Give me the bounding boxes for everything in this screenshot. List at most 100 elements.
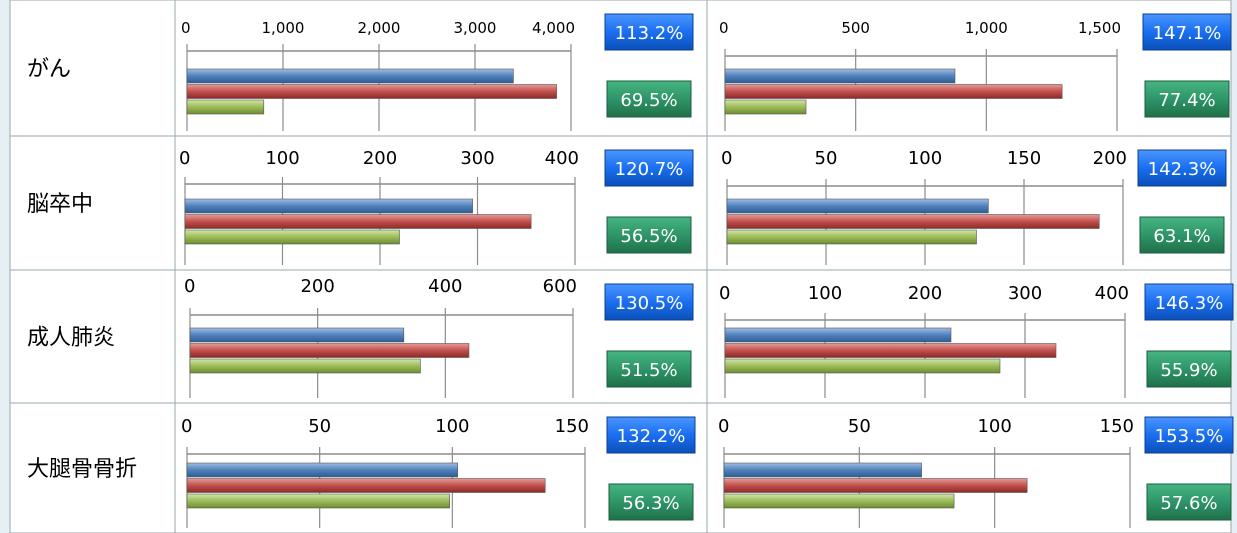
bar-chart-1-2: 0 500 1,000 1,500 147.1% 77.4% [719, 13, 1232, 131]
badge-bottom [1146, 350, 1232, 388]
bar-series-3 [724, 358, 1001, 374]
badge-bottom [1139, 216, 1225, 254]
bar-series-1 [186, 68, 514, 84]
tick-label: 150 [555, 416, 589, 437]
tick-label: 100 [977, 416, 1011, 437]
badge-top [1144, 283, 1234, 321]
tick-label: 300 [1008, 283, 1042, 304]
badge-bottom-label: 56.5% [620, 226, 677, 247]
table-row-2: 脳卒中 0 100 200 300 400 120.7% 56.5% 0 50 100 150 200 1… [10, 135, 1231, 265]
bar-series-3 [724, 99, 807, 115]
badge-top [1137, 149, 1227, 187]
bar-series-1 [186, 462, 458, 478]
badge-bottom-label: 51.5% [620, 360, 677, 381]
tick-label: 200 [1093, 148, 1127, 169]
bar-chart-1-1: 0 1,000 2,000 3,000 4,000 113.2% 69.5% [181, 13, 694, 131]
badge-bottom-label: 57.6% [1160, 493, 1217, 514]
bar-series-2 [724, 343, 1057, 358]
bar-series-2 [186, 84, 557, 99]
bar-series-2 [184, 214, 532, 229]
bar-series-2 [723, 478, 1028, 493]
badge-top-label: 146.3% [1155, 293, 1224, 314]
bar-series-1 [724, 68, 956, 84]
badge-top [606, 416, 696, 454]
bar-chart-3-2: 0 100 200 300 400 146.3% 55.9% [719, 283, 1234, 398]
row-label: がん [27, 57, 71, 82]
tick-label: 200 [908, 283, 942, 304]
badge-bottom [608, 483, 694, 521]
badge-bottom [606, 350, 692, 388]
tick-label: 4,000 [532, 19, 575, 37]
badge-top [604, 283, 694, 321]
badge-bottom [606, 216, 692, 254]
badge-top-label: 153.5% [1155, 426, 1224, 447]
badge-top-label: 120.7% [615, 159, 684, 180]
bar-series-3 [186, 99, 265, 115]
badge-top-label: 113.2% [615, 23, 684, 44]
tick-label: 1,000 [262, 19, 305, 37]
badge-bottom-label: 55.9% [1160, 360, 1217, 381]
tick-label: 50 [815, 148, 838, 169]
bar-chart-4-1: 0 50 100 150 132.2% 56.3% [181, 416, 696, 528]
tick-label: 0 [181, 19, 191, 37]
bar-series-2 [189, 343, 470, 358]
badge-bottom [1146, 483, 1232, 521]
bar-series-3 [184, 229, 400, 245]
tick-label: 50 [848, 416, 871, 437]
tick-label: 100 [265, 148, 299, 169]
tick-label: 400 [1095, 283, 1129, 304]
badge-top [1142, 13, 1232, 51]
tick-label: 400 [428, 276, 462, 297]
bar-chart-4-2: 0 50 100 150 153.5% 57.6% [718, 416, 1234, 528]
tick-label: 600 [543, 276, 577, 297]
tick-label: 150 [1007, 148, 1041, 169]
bar-series-1 [184, 198, 473, 214]
bar-series-2 [724, 84, 1063, 99]
tick-label: 300 [460, 148, 494, 169]
tick-label: 0 [718, 416, 729, 437]
badge-bottom-label: 63.1% [1153, 226, 1210, 247]
tick-label: 0 [719, 283, 730, 304]
tick-label: 200 [300, 276, 334, 297]
table-row-3: 成人肺炎 0 200 400 600 130.5% 51.5% 0 100 200 300 400 14… [10, 269, 1234, 398]
badge-top [1144, 416, 1234, 454]
table-row-1: がん 0 1,000 2,000 3,000 4,000 113.2% 69.5% 0 500 1,… [27, 13, 1232, 131]
tick-label: 500 [841, 19, 870, 37]
tick-label: 1,000 [965, 19, 1008, 37]
bar-chart-2-2: 0 50 100 150 200 142.3% 63.1% [721, 148, 1227, 265]
badge-top [604, 149, 694, 187]
tick-label: 200 [363, 148, 397, 169]
bar-series-1 [189, 327, 405, 343]
row-label: 脳卒中 [27, 192, 93, 217]
badge-top [604, 13, 694, 51]
badge-top-label: 132.2% [617, 426, 686, 447]
badge-bottom-label: 69.5% [620, 90, 677, 111]
tick-label: 100 [435, 416, 469, 437]
bar-series-2 [726, 214, 1100, 229]
badge-bottom [606, 80, 692, 118]
tick-label: 0 [719, 19, 729, 37]
bar-series-3 [189, 358, 421, 374]
badge-top-label: 130.5% [615, 293, 684, 314]
bar-series-3 [186, 493, 450, 509]
tick-label: 1,500 [1078, 19, 1121, 37]
row-label: 大腿骨骨折 [27, 457, 137, 482]
bar-series-1 [724, 327, 952, 343]
tick-label: 0 [181, 416, 192, 437]
bar-series-3 [723, 493, 955, 509]
bar-chart-2-1: 0 100 200 300 400 120.7% 56.5% [179, 148, 694, 265]
tick-label: 400 [545, 148, 579, 169]
badge-bottom [1144, 80, 1230, 118]
tick-label: 100 [808, 283, 842, 304]
bar-series-3 [726, 229, 977, 245]
tick-label: 0 [721, 148, 732, 169]
tick-label: 100 [908, 148, 942, 169]
badge-top-label: 142.3% [1148, 159, 1217, 180]
tick-label: 2,000 [358, 19, 401, 37]
tick-label: 0 [179, 148, 190, 169]
bar-chart-3-1: 0 200 400 600 130.5% 51.5% [184, 276, 694, 398]
bar-series-1 [723, 462, 922, 478]
bar-series-2 [186, 478, 546, 493]
badge-top-label: 147.1% [1153, 23, 1222, 44]
